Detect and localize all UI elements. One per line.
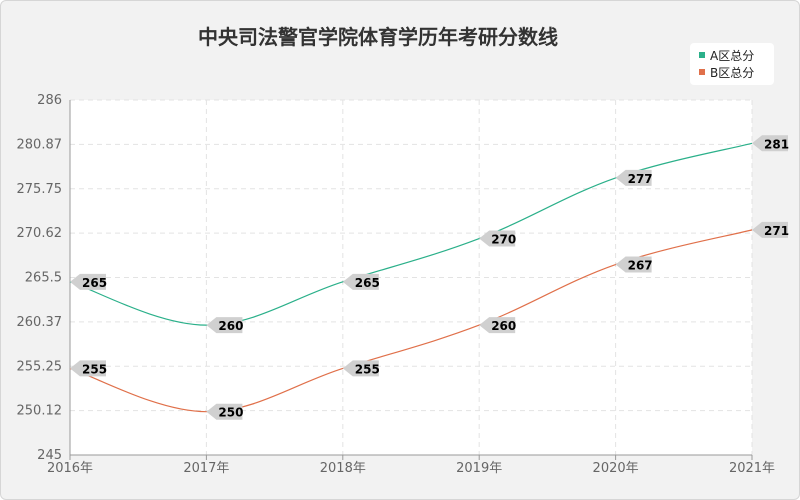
axes: 286 280.87 275.75 270.62 265.5 260.37 255.25 25… <box>17 93 776 476</box>
data-label: 260 <box>218 319 243 333</box>
legend-box <box>690 43 774 85</box>
y-tick-label: 245 <box>37 448 62 463</box>
data-label-box <box>479 317 516 334</box>
data-label-box <box>615 169 652 186</box>
x-tick-label: 2017年 <box>183 461 229 476</box>
x-tick-label: 2018年 <box>320 461 366 476</box>
y-tick-label: 270.62 <box>17 226 63 241</box>
legend-label-a[interactable]: A区总分 <box>710 49 754 63</box>
legend-swatch-a <box>699 52 705 58</box>
data-label-box <box>70 360 106 377</box>
data-label: 267 <box>628 259 653 273</box>
data-label: 260 <box>491 319 516 333</box>
data-label-box <box>70 273 106 290</box>
data-label-box <box>206 317 243 334</box>
data-label-box <box>752 221 788 238</box>
y-tick-label: 260.37 <box>17 315 63 330</box>
y-tick-label: 286 <box>37 93 62 108</box>
data-label-box <box>615 256 652 273</box>
x-tick-label: 2016年 <box>47 461 93 476</box>
y-tick-label: 280.87 <box>17 137 63 152</box>
data-label: 265 <box>355 276 380 290</box>
data-label: 270 <box>491 233 516 247</box>
data-label: 271 <box>764 224 789 238</box>
y-tick-label: 275.75 <box>17 182 63 197</box>
y-tick-label: 250.12 <box>17 404 63 419</box>
data-label-box <box>342 360 379 377</box>
x-tick-label: 2020年 <box>593 461 639 476</box>
data-label: 277 <box>628 172 653 186</box>
data-label: 250 <box>218 406 243 420</box>
data-label: 255 <box>82 362 107 376</box>
x-tick-label: 2019年 <box>456 461 502 476</box>
x-tick-label: 2021年 <box>729 461 775 476</box>
data-label-box <box>752 135 788 152</box>
legend-swatch-b <box>699 69 705 75</box>
data-label: 255 <box>355 362 380 376</box>
data-label: 265 <box>82 276 107 290</box>
legend-label-b[interactable]: B区总分 <box>710 66 754 80</box>
data-label-box <box>342 273 379 290</box>
data-label: 281 <box>764 137 789 151</box>
y-tick-label: 255.25 <box>17 359 63 374</box>
data-label-box <box>206 403 243 420</box>
legend[interactable]: A区总分 B区总分 <box>690 43 774 85</box>
grid-lines <box>70 99 753 455</box>
data-labels: 265 260 265 270 277 281 255 250 255 260 267 271 <box>70 135 789 420</box>
data-label-box <box>479 230 516 247</box>
chart-title: 中央司法警官学院体育学历年考研分数线 <box>198 25 558 49</box>
y-tick-label: 265.5 <box>25 271 62 286</box>
